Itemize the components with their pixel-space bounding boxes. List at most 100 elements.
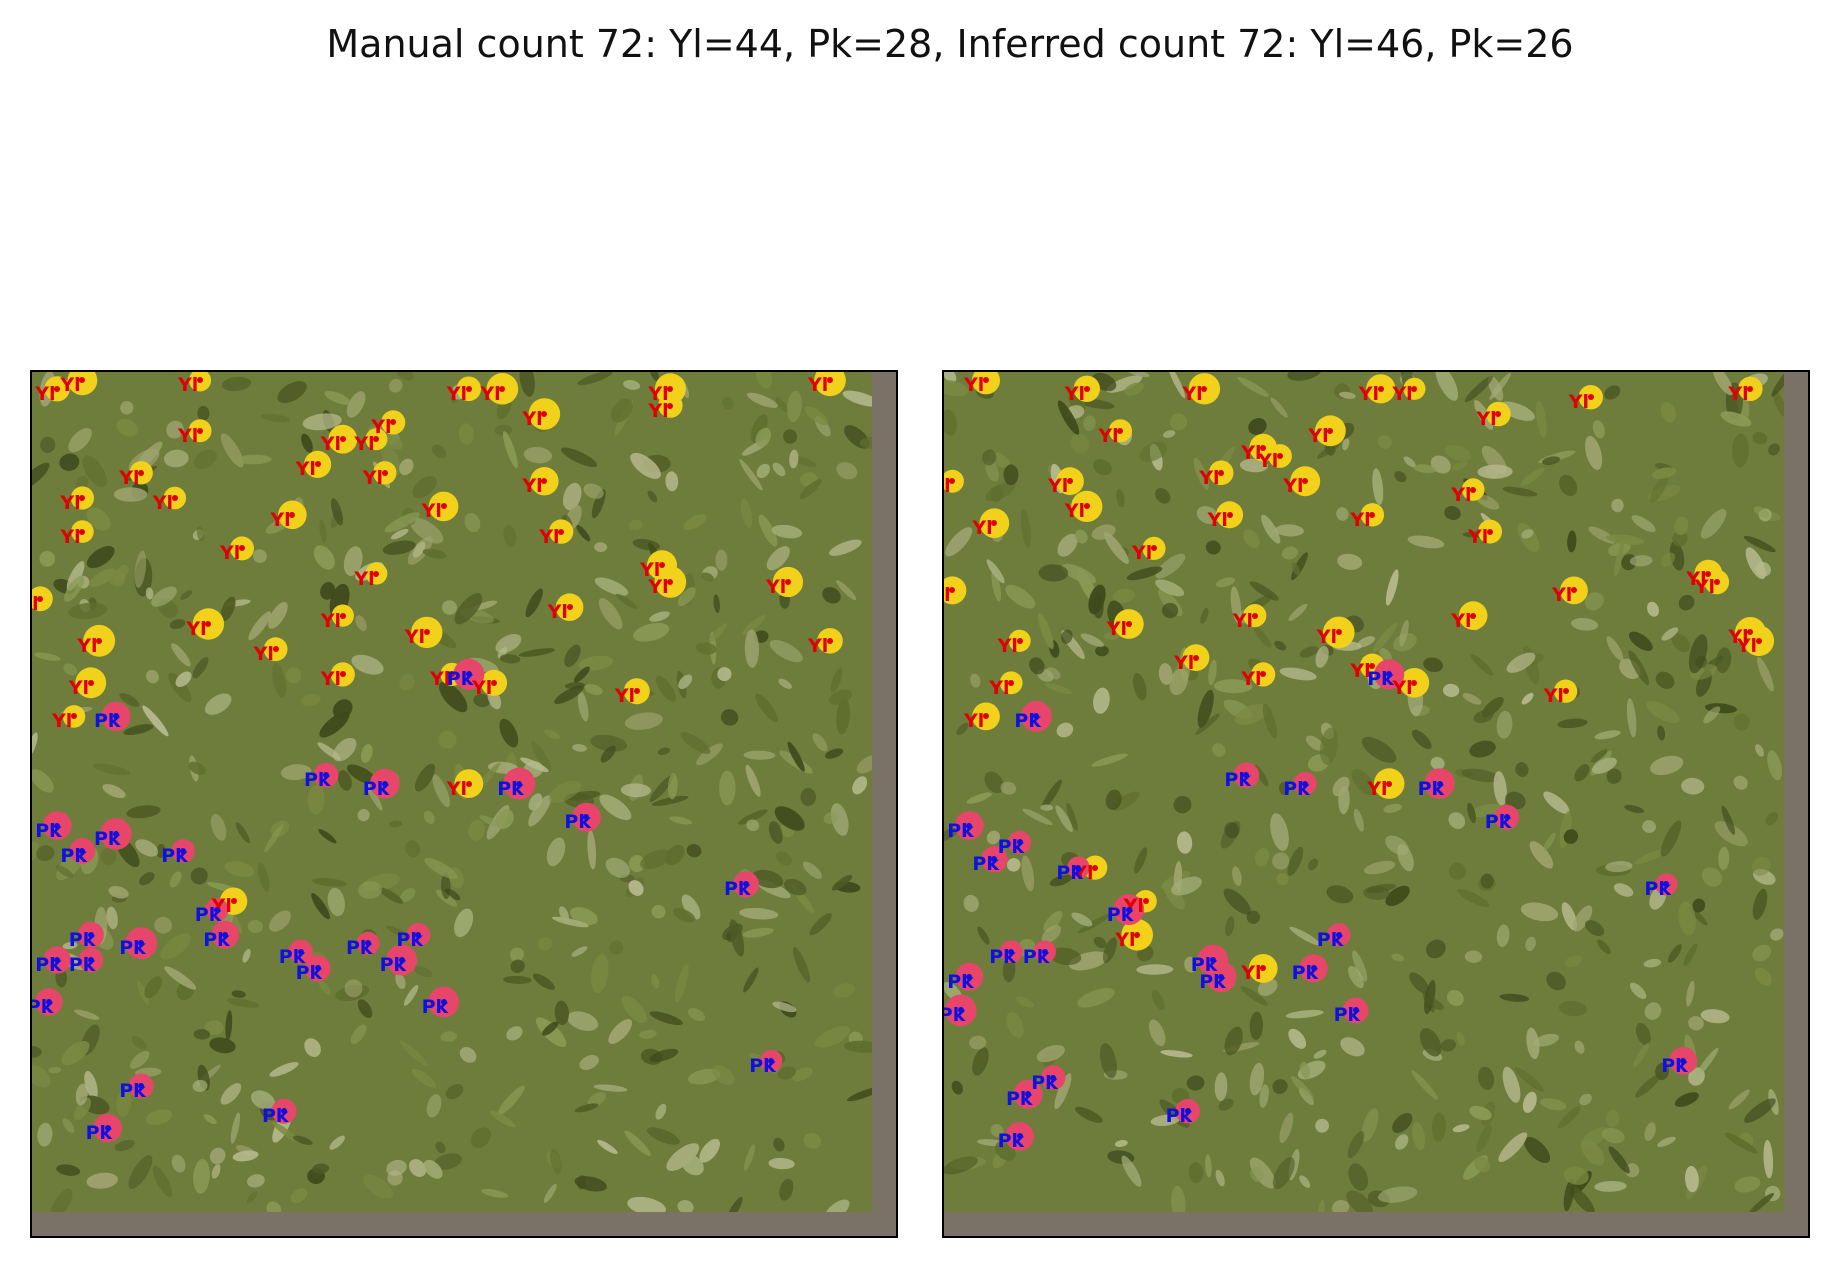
leaf — [1378, 1186, 1418, 1203]
yellow-marker-dot — [1117, 427, 1124, 434]
yellow-marker-dot — [1260, 671, 1267, 678]
pink-marker-dot — [1503, 814, 1510, 821]
leaf — [1139, 441, 1167, 462]
yellow-marker-label: Yl — [60, 374, 81, 397]
leaf — [1243, 529, 1260, 549]
pink-marker-label: Pk — [1316, 928, 1344, 951]
leaf — [1559, 474, 1578, 497]
pink-marker-label: Pk — [85, 1122, 113, 1144]
pink-marker-dot — [966, 822, 973, 829]
pink-marker-label: Pk — [68, 928, 96, 951]
leaf — [986, 559, 1005, 584]
leaf — [1041, 925, 1062, 944]
leaf — [590, 734, 628, 752]
leaf — [1681, 777, 1705, 795]
pink-marker-dot — [113, 831, 119, 837]
leaf — [1558, 1106, 1581, 1129]
leaf — [1594, 730, 1621, 740]
leaf — [440, 1031, 457, 1042]
yellow-marker-dot — [381, 469, 388, 476]
leaf — [594, 577, 629, 596]
leaf — [598, 598, 623, 630]
leaf — [1393, 633, 1417, 652]
leaf — [311, 877, 347, 887]
pink-marker-label: Pk — [1014, 710, 1041, 733]
leaf — [1167, 372, 1186, 399]
leaf — [1095, 645, 1109, 657]
yellow-marker-label: Yl — [1174, 651, 1195, 674]
leaf — [828, 689, 852, 705]
leaf — [1391, 953, 1405, 962]
leaf — [1499, 993, 1530, 1002]
leaf — [464, 512, 481, 533]
yellow-marker-dot — [1142, 898, 1149, 905]
leaf — [55, 865, 74, 878]
leaf — [1287, 372, 1323, 381]
pink-marker-label: Pk — [262, 1105, 289, 1128]
pink-marker-dot — [54, 822, 61, 829]
leaf — [220, 1083, 242, 1105]
leaf — [1055, 805, 1073, 833]
leaf — [445, 1084, 464, 1100]
leaf — [196, 526, 205, 542]
yellow-marker-dot — [197, 377, 203, 384]
leaf — [1700, 1009, 1730, 1024]
leaf — [1767, 750, 1782, 781]
leaf — [1451, 461, 1468, 471]
leaf — [1272, 1079, 1288, 1094]
leaf — [386, 1159, 407, 1176]
leaf — [232, 1150, 259, 1162]
leaf — [1248, 418, 1267, 435]
pink-marker-label: Pk — [194, 903, 222, 926]
leaf — [193, 1159, 210, 1194]
leaf — [1502, 486, 1538, 497]
leaf — [1173, 795, 1192, 814]
leaf — [1634, 848, 1669, 865]
yellow-marker-dot — [465, 385, 472, 392]
inferred-count-panel: Yl Yl Yl Yl Yl Yl Yl Yl Yl Yl Yl Yl Yl Yl Yl Yl Yl Yl Yl Yl… — [942, 370, 1810, 1238]
pink-marker-label: Pk — [119, 937, 146, 960]
yellow-marker-dot — [491, 679, 497, 686]
yellow-marker-dot — [171, 495, 178, 501]
yellow-marker-dot — [1134, 931, 1141, 938]
leaf — [1205, 1154, 1212, 1178]
leaf — [567, 1011, 599, 1031]
leaf — [1688, 1016, 1704, 1031]
pink-marker-dot — [465, 671, 472, 678]
leaf — [1163, 881, 1185, 910]
leaf — [564, 644, 581, 668]
pink-marker-dot — [415, 931, 422, 938]
leaf — [1093, 687, 1110, 714]
leaf — [442, 600, 457, 615]
yellow-marker-dot — [1251, 612, 1258, 619]
leaf — [1332, 776, 1350, 797]
yellow-marker-label: Yl — [1316, 626, 1338, 649]
leaf — [772, 1001, 797, 1013]
leaf — [1077, 988, 1115, 1008]
leaf — [37, 1122, 53, 1147]
leaf — [75, 1083, 88, 1106]
leaf — [1116, 489, 1125, 508]
leaf — [651, 904, 666, 919]
yellow-marker-dot — [230, 898, 237, 905]
yellow-marker-dot — [1571, 587, 1577, 594]
leaf — [672, 908, 696, 923]
leaf — [528, 795, 551, 827]
leaf — [677, 1199, 694, 1212]
leaf — [738, 809, 768, 825]
pink-marker-label: Pk — [749, 1054, 776, 1077]
leaf — [655, 675, 677, 702]
leaf — [1331, 1199, 1350, 1212]
yellow-marker-label: Yl — [1686, 567, 1707, 590]
pink-marker-label: Pk — [1056, 861, 1083, 884]
leaf — [742, 927, 774, 938]
leaf — [778, 678, 793, 689]
leaf — [1546, 971, 1566, 991]
leaf — [1629, 982, 1647, 999]
leaf — [1703, 706, 1721, 724]
pink-marker-label: Pk — [1333, 1004, 1361, 1027]
yellow-marker-dot — [314, 461, 321, 468]
leaf — [1426, 939, 1446, 959]
pink-marker-dot — [87, 931, 94, 938]
pink-marker-dot — [583, 814, 590, 821]
